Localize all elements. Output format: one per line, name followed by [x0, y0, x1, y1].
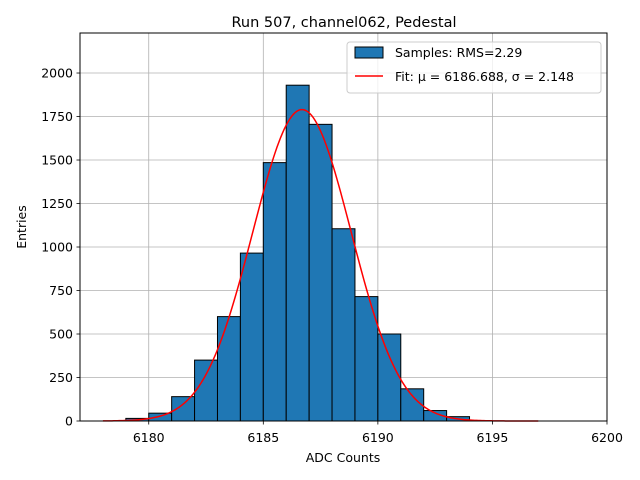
histogram-bar — [216, 316, 241, 422]
histogram-bar — [194, 359, 218, 422]
y-tick-label: 250 — [49, 370, 73, 385]
y-tick-label: 750 — [49, 283, 73, 298]
y-tick-label: 1000 — [41, 240, 73, 255]
y-tick-label: 1750 — [41, 109, 73, 124]
y-tick-label: 1500 — [41, 153, 73, 168]
histogram-bar — [148, 412, 173, 422]
y-tick-label: 1250 — [41, 196, 73, 211]
histogram-bar — [377, 333, 402, 422]
plot-frame — [79, 32, 608, 422]
y-tick-label: 500 — [49, 327, 73, 342]
histogram-bar — [308, 123, 333, 422]
x-tick-label: 6190 — [362, 430, 394, 445]
legend-fit-label: Fit: μ = 6186.688, σ = 2.148 — [395, 69, 574, 84]
chart-title: Run 507, channel062, Pedestal — [231, 15, 456, 31]
histogram-bar — [331, 228, 356, 422]
legend-histogram-label: Samples: RMS=2.29 — [395, 45, 522, 60]
fit-curve — [102, 108, 539, 422]
histogram-bar — [239, 252, 264, 422]
histogram-bar — [400, 388, 425, 422]
x-tick-label: 6195 — [477, 430, 509, 445]
histogram-bar — [171, 396, 196, 422]
x-tick-label: 6185 — [247, 430, 279, 445]
x-axis-label: ADC Counts — [306, 450, 381, 465]
y-axis-ticks: 0 250 500 750 1000 1250 1500 1750 2000 — [41, 66, 80, 429]
legend-box — [346, 41, 602, 94]
y-tick-label: 2000 — [41, 66, 73, 81]
legend: Samples: RMS=2.29 Fit: μ = 6186.688, σ =… — [346, 41, 602, 94]
y-axis-label: Entries — [14, 205, 29, 249]
histogram-bars — [125, 84, 471, 422]
y-tick-label: 0 — [65, 414, 73, 429]
legend-histogram-swatch — [354, 46, 384, 59]
histogram-bar — [285, 84, 310, 422]
x-tick-label: 6180 — [133, 430, 165, 445]
x-tick-label: 6200 — [591, 430, 623, 445]
histogram-bar — [262, 162, 287, 422]
x-axis-ticks: 6180 6185 6190 6195 6200 — [133, 421, 623, 445]
